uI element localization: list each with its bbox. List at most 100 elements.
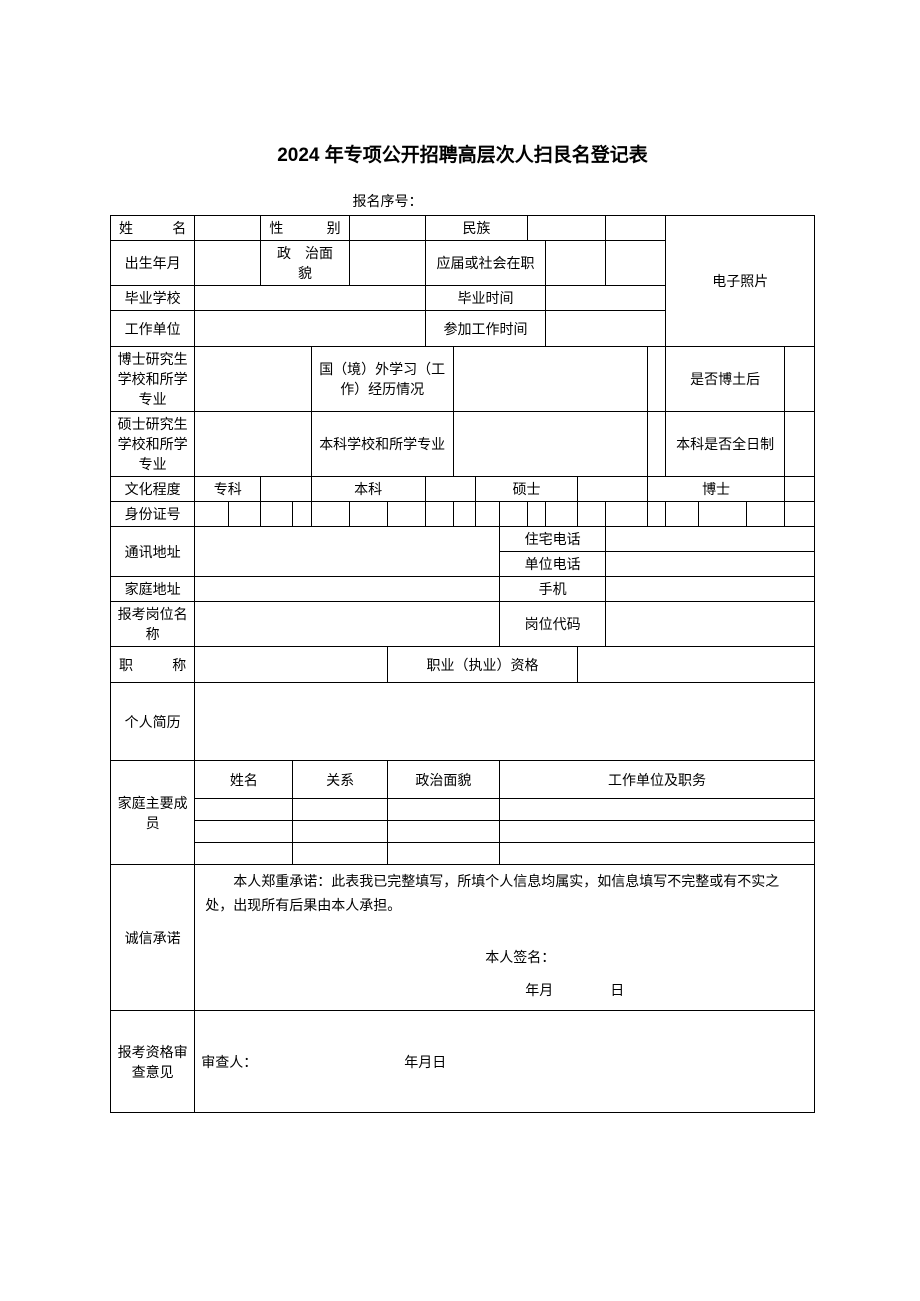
label-postdoc: 是否博土后 xyxy=(666,347,784,412)
value-home-phone[interactable] xyxy=(606,527,815,552)
id-digit[interactable] xyxy=(195,502,229,527)
value-shuoshi[interactable] xyxy=(578,477,648,502)
label-family: 家庭主要成员 xyxy=(111,761,195,865)
label-id-number: 身份证号 xyxy=(111,502,195,527)
reviewer-label: 审查人： xyxy=(201,1056,257,1071)
fam-row-work[interactable] xyxy=(500,821,815,843)
id-digit[interactable] xyxy=(475,502,499,527)
label-review: 报考资格审查意见 xyxy=(111,1011,195,1113)
fam-row-name[interactable] xyxy=(195,799,293,821)
label-home-phone: 住宅电话 xyxy=(500,527,606,552)
label-bachelor: 本科学校和所学专业 xyxy=(311,412,453,477)
value-resume[interactable] xyxy=(195,683,815,761)
label-work-start: 参加工作时间 xyxy=(425,311,545,347)
id-digit[interactable] xyxy=(500,502,528,527)
value-boshi[interactable] xyxy=(784,477,814,502)
registration-number-label: 报名序号： xyxy=(110,191,815,211)
value-abroad[interactable] xyxy=(453,347,648,412)
id-digit[interactable] xyxy=(746,502,784,527)
value-work-start[interactable] xyxy=(546,311,666,347)
value-grad-status[interactable] xyxy=(546,241,606,286)
label-political: 政 治面 貌 xyxy=(261,241,349,286)
fam-row-work[interactable] xyxy=(500,799,815,821)
id-digit[interactable] xyxy=(666,502,698,527)
value-political[interactable] xyxy=(349,241,425,286)
value-mobile[interactable] xyxy=(606,577,815,602)
label-name: 姓名 xyxy=(111,216,195,241)
date-d: 日 xyxy=(610,984,624,999)
id-digit[interactable] xyxy=(229,502,261,527)
value-bachelor[interactable] xyxy=(453,412,648,477)
value-phd[interactable] xyxy=(195,347,311,412)
label-home-address: 家庭地址 xyxy=(111,577,195,602)
label-edu-level: 文化程度 xyxy=(111,477,195,502)
review-date: 年月日 xyxy=(404,1056,446,1071)
fam-row-political[interactable] xyxy=(387,799,499,821)
id-digit[interactable] xyxy=(528,502,546,527)
fam-row-relation[interactable] xyxy=(293,843,387,865)
fam-row-political[interactable] xyxy=(387,843,499,865)
label-bachelor-fulltime: 本科是否全日制 xyxy=(666,412,784,477)
label-phd: 博士研究生学校和所学专业 xyxy=(111,347,195,412)
id-digit[interactable] xyxy=(349,502,387,527)
blank-cell xyxy=(606,241,666,286)
value-ethnicity[interactable] xyxy=(528,216,606,241)
photo-area[interactable]: 电子照片 xyxy=(666,216,815,347)
id-digit[interactable] xyxy=(578,502,606,527)
id-digit[interactable] xyxy=(698,502,746,527)
id-digit[interactable] xyxy=(546,502,578,527)
value-school[interactable] xyxy=(195,286,426,311)
label-grad-status: 应届或社会在职 xyxy=(425,241,545,286)
label-fam-relation: 关系 xyxy=(293,761,387,799)
label-shuoshi: 硕士 xyxy=(475,477,577,502)
id-digit[interactable] xyxy=(784,502,814,527)
value-bachelor-fulltime[interactable] xyxy=(784,412,814,477)
label-boshi: 博士 xyxy=(648,477,784,502)
id-digit[interactable] xyxy=(425,502,453,527)
value-address[interactable] xyxy=(195,527,500,577)
promise-content: 本人郑重承诺：此表我已完整填写，所填个人信息均属实，如信息填写不完整或有不实之处… xyxy=(195,865,815,1011)
label-fam-work: 工作单位及职务 xyxy=(500,761,815,799)
label-birth: 出生年月 xyxy=(111,241,195,286)
label-master: 硕士研究生学校和所学专业 xyxy=(111,412,195,477)
label-abroad: 国（境）外学习（工作）经历情况 xyxy=(311,347,453,412)
label-gender: 性别 xyxy=(261,216,349,241)
fam-row-name[interactable] xyxy=(195,821,293,843)
id-digit[interactable] xyxy=(261,502,293,527)
fam-row-work[interactable] xyxy=(500,843,815,865)
value-grad-time[interactable] xyxy=(546,286,666,311)
fam-row-relation[interactable] xyxy=(293,799,387,821)
value-work-phone[interactable] xyxy=(606,552,815,577)
id-digit[interactable] xyxy=(453,502,475,527)
fam-row-political[interactable] xyxy=(387,821,499,843)
value-benke[interactable] xyxy=(425,477,475,502)
id-digit[interactable] xyxy=(293,502,311,527)
value-zhuanke[interactable] xyxy=(261,477,311,502)
value-position[interactable] xyxy=(195,602,500,647)
id-digit[interactable] xyxy=(648,502,666,527)
id-digit[interactable] xyxy=(387,502,425,527)
value-name[interactable] xyxy=(195,216,261,241)
value-birth[interactable] xyxy=(195,241,261,286)
value-home-address[interactable] xyxy=(195,577,500,602)
date-ym: 年月 xyxy=(525,984,553,999)
id-digit[interactable] xyxy=(606,502,648,527)
value-qualification[interactable] xyxy=(578,647,815,683)
page-title: 2024 年专项公开招聘高层次人扫艮名登记表 xyxy=(110,140,815,167)
value-work-unit[interactable] xyxy=(195,311,426,347)
registration-form-table: 姓名 性别 民族 电子照片 出生年月 政 治面 貌 应届或社会在职 毕业学校 毕… xyxy=(110,215,815,1113)
value-master[interactable] xyxy=(195,412,311,477)
label-mobile: 手机 xyxy=(500,577,606,602)
label-school: 毕业学校 xyxy=(111,286,195,311)
id-digit[interactable] xyxy=(311,502,349,527)
label-promise: 诚信承诺 xyxy=(111,865,195,1011)
value-postdoc[interactable] xyxy=(784,347,814,412)
value-position-code[interactable] xyxy=(606,602,815,647)
label-fam-political: 政治面貌 xyxy=(387,761,499,799)
value-title-rank[interactable] xyxy=(195,647,387,683)
fam-row-relation[interactable] xyxy=(293,821,387,843)
fam-row-name[interactable] xyxy=(195,843,293,865)
value-gender[interactable] xyxy=(349,216,425,241)
label-work-unit: 工作单位 xyxy=(111,311,195,347)
signature-label: 本人签名： xyxy=(485,951,555,966)
